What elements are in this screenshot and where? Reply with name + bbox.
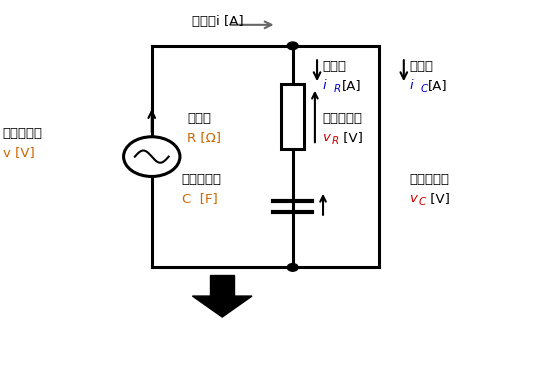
Text: C: C: [418, 197, 425, 207]
Text: v: v: [409, 192, 417, 205]
Text: C: C: [421, 84, 428, 94]
Text: R: R: [334, 84, 341, 94]
Text: R: R: [332, 136, 339, 146]
Text: 電流：: 電流：: [322, 60, 346, 73]
Text: i: i: [322, 79, 326, 92]
Circle shape: [124, 137, 180, 176]
Text: [V]: [V]: [426, 192, 450, 205]
Text: v: v: [322, 131, 331, 144]
Text: 交流電圧：: 交流電圧：: [3, 127, 43, 140]
Circle shape: [287, 264, 298, 271]
Text: v [V]: v [V]: [3, 146, 35, 159]
Polygon shape: [192, 296, 252, 317]
Text: 電流：i [A]: 電流：i [A]: [192, 15, 244, 28]
Text: i: i: [409, 79, 413, 92]
Text: 電圧降下：: 電圧降下：: [322, 112, 363, 125]
Text: [A]: [A]: [341, 79, 361, 92]
Text: [A]: [A]: [428, 79, 448, 92]
Text: [V]: [V]: [339, 131, 363, 144]
Text: R [Ω]: R [Ω]: [187, 131, 221, 144]
Text: 静電容量：: 静電容量：: [182, 173, 222, 186]
Circle shape: [287, 42, 298, 50]
Bar: [281, 84, 304, 149]
Text: C  [F]: C [F]: [182, 192, 217, 205]
Polygon shape: [210, 275, 234, 296]
Text: 抵抗：: 抵抗：: [187, 112, 211, 125]
Text: 電圧降下：: 電圧降下：: [409, 173, 449, 186]
Text: 電流：: 電流：: [409, 60, 433, 73]
